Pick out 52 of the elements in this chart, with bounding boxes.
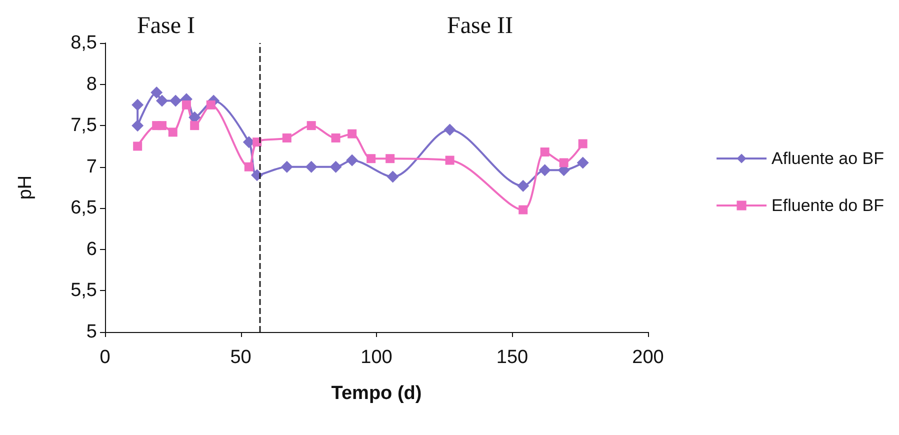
- x-tick-label: 50: [230, 347, 252, 368]
- point: [540, 147, 550, 156]
- point: [244, 162, 254, 172]
- legend-label: Afluente ao BF: [772, 149, 884, 168]
- point: [182, 100, 191, 110]
- point: [517, 180, 530, 192]
- x-axis-title: Tempo (d): [331, 383, 422, 404]
- point: [386, 170, 399, 183]
- point: [518, 205, 528, 214]
- point: [150, 86, 163, 99]
- text: Fase I: [137, 13, 195, 39]
- point: [156, 94, 168, 107]
- point: [190, 121, 200, 130]
- text: Fase II: [447, 13, 513, 39]
- y-axis-title: pH: [15, 175, 36, 200]
- y-tick-label: 6,5: [70, 198, 97, 219]
- point: [158, 121, 167, 130]
- point: [132, 98, 144, 111]
- point: [305, 160, 318, 173]
- y-tick-label: 7: [86, 156, 97, 178]
- point: [386, 154, 395, 164]
- point: [132, 120, 144, 132]
- y-tick-label: 7,5: [70, 115, 97, 136]
- x-tick-label: 0: [100, 347, 110, 368]
- x-tick-label: 200: [632, 347, 664, 368]
- point: [538, 164, 551, 176]
- point: [366, 154, 376, 164]
- point: [330, 160, 342, 173]
- point: [559, 158, 568, 168]
- x-tick-label: 100: [360, 347, 392, 368]
- legend-label: Efluente do BF: [772, 196, 884, 215]
- y-tick-label: 5,5: [70, 280, 97, 302]
- point: [168, 128, 178, 137]
- point: [282, 133, 292, 142]
- point: [251, 169, 264, 182]
- point: [346, 154, 358, 166]
- y-tick-label: 8,5: [70, 32, 97, 54]
- point: [576, 156, 589, 169]
- y-tick-label: 8: [86, 74, 97, 95]
- point: [206, 100, 216, 110]
- point: [578, 139, 588, 148]
- y-tick-label: 6: [86, 238, 97, 260]
- point: [348, 129, 357, 138]
- point: [444, 124, 456, 136]
- point: [331, 133, 340, 142]
- point: [280, 160, 293, 173]
- point: [306, 121, 316, 130]
- x-tick-label: 150: [496, 347, 528, 368]
- point: [170, 94, 182, 107]
- point: [445, 156, 454, 165]
- point: [133, 142, 142, 151]
- y-tick-label: 5: [86, 322, 97, 342]
